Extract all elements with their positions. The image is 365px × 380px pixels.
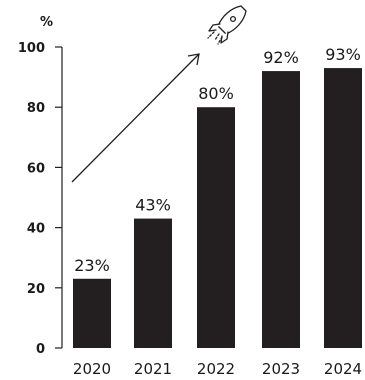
x-tick-label-2023: 2023 bbox=[262, 360, 300, 378]
y-tick-label: 60 bbox=[27, 161, 45, 176]
data-label-2020: 23% bbox=[74, 256, 110, 275]
x-tick-label-2021: 2021 bbox=[134, 360, 172, 378]
y-tick-label: 80 bbox=[27, 101, 45, 116]
data-label-2023: 92% bbox=[263, 48, 299, 67]
data-label-2021: 43% bbox=[135, 196, 171, 215]
y-tick-label: 40 bbox=[27, 222, 45, 237]
data-labels-group: 23% 43% 80% 92% 93% bbox=[74, 45, 361, 275]
y-tick-label: 20 bbox=[27, 282, 45, 297]
rocket-icon bbox=[207, 5, 247, 45]
bar-2023 bbox=[262, 71, 300, 348]
y-axis-unit-label: % bbox=[40, 15, 53, 30]
bar-2022 bbox=[197, 107, 235, 348]
bars-group bbox=[73, 68, 362, 348]
x-tick-label-2020: 2020 bbox=[73, 360, 111, 378]
data-label-2022: 80% bbox=[198, 84, 234, 103]
x-tick-label-2024: 2024 bbox=[324, 360, 362, 378]
y-axis-ticks: 0 20 40 60 80 100 bbox=[18, 41, 62, 357]
data-label-2024: 93% bbox=[325, 45, 361, 64]
bar-2020 bbox=[73, 278, 111, 348]
y-tick-label: 100 bbox=[18, 41, 45, 56]
growth-arrow bbox=[71, 53, 200, 183]
bar-2024 bbox=[324, 68, 362, 348]
y-tick-label: 0 bbox=[36, 342, 45, 357]
x-axis-labels: 2020 2021 2022 2023 2024 bbox=[73, 360, 362, 378]
x-tick-label-2022: 2022 bbox=[197, 360, 235, 378]
bar-2021 bbox=[134, 218, 172, 348]
